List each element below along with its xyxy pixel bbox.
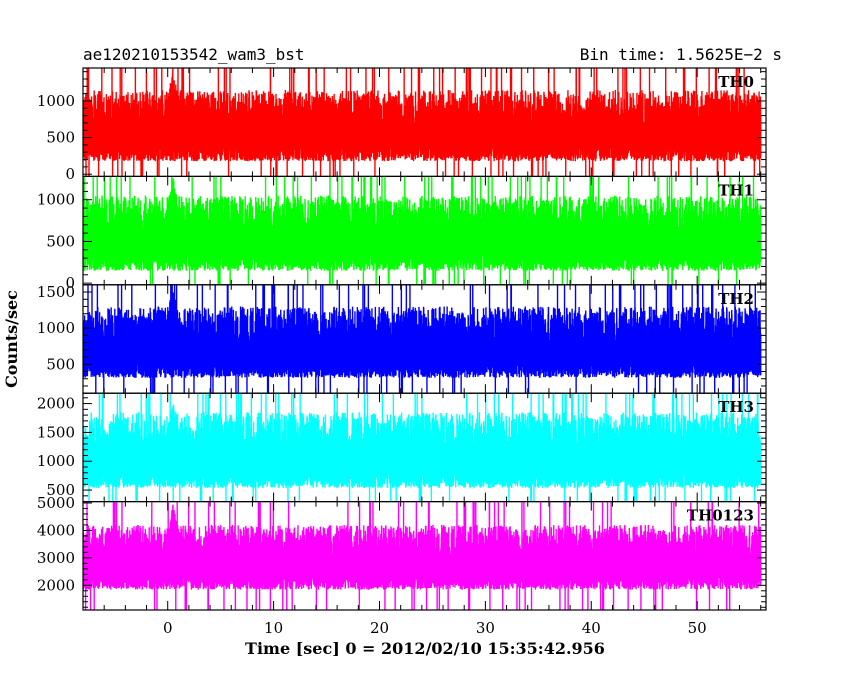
panel-th3: 500 1000 1500 2000 TH3 — [37, 392, 767, 503]
series-th0 — [83, 68, 762, 177]
y-tick-label: 0 — [65, 165, 75, 183]
y-tick-label: 4000 — [37, 521, 75, 539]
x-axis: 0 10 20 30 40 50 — [163, 619, 707, 637]
y-axis-title: Counts/sec — [2, 290, 21, 388]
panel-label: TH1 — [718, 181, 754, 199]
panel-label: TH2 — [718, 290, 754, 308]
y-tick-label: 0 — [65, 274, 75, 292]
panel-th0123: 2000 3000 4000 5000 TH0123 — [37, 494, 767, 611]
series-th2 — [83, 284, 762, 394]
panel-th2: 500 1000 1500 TH2 — [37, 283, 767, 394]
bin-time-label: Bin time: 1.5625E−2 s — [580, 45, 782, 64]
panel-frame — [82, 501, 767, 611]
series-th0123 — [83, 501, 762, 610]
panel-label: TH0123 — [687, 507, 754, 525]
x-tick-label: 10 — [264, 619, 283, 637]
y-tick-label: 500 — [46, 129, 75, 147]
y-tick-label: 1000 — [37, 92, 75, 110]
y-tick-label: 2000 — [37, 395, 75, 413]
x-tick-label: 20 — [370, 619, 389, 637]
y-tick-label: 500 — [46, 232, 75, 250]
y-tick-label: 5000 — [37, 494, 75, 512]
panel-th0: 0 500 1000 TH0 — [37, 67, 767, 183]
panels-group: 0 500 1000 TH0 0 500 1000 TH1 500 1000 1500 TH2 500 1… — [37, 67, 767, 611]
series-th1 — [83, 176, 762, 285]
x-tick-label: 40 — [582, 619, 601, 637]
y-tick-label: 500 — [46, 481, 75, 499]
panel-label: TH0 — [718, 73, 754, 91]
y-tick-label: 1000 — [37, 191, 75, 209]
x-axis-title: Time [sec] 0 = 2012/02/10 15:35:42.956 — [245, 639, 605, 658]
y-tick-label: 3000 — [37, 549, 75, 567]
y-tick-label: 2000 — [37, 576, 75, 594]
series-th3 — [83, 393, 762, 502]
y-tick-label: 1000 — [37, 319, 75, 337]
y-tick-label: 1500 — [37, 283, 75, 301]
y-tick-label: 1000 — [37, 452, 75, 470]
panel-label: TH3 — [718, 398, 754, 416]
y-tick-label: 500 — [46, 355, 75, 373]
y-tick-label: 1500 — [37, 423, 75, 441]
chart-title: ae120210153542_wam3_bst — [83, 45, 305, 64]
x-tick-label: 30 — [476, 619, 495, 637]
x-tick-label: 0 — [163, 619, 173, 637]
panel-th1: 0 500 1000 TH1 — [37, 175, 767, 292]
x-tick-label: 50 — [688, 619, 707, 637]
